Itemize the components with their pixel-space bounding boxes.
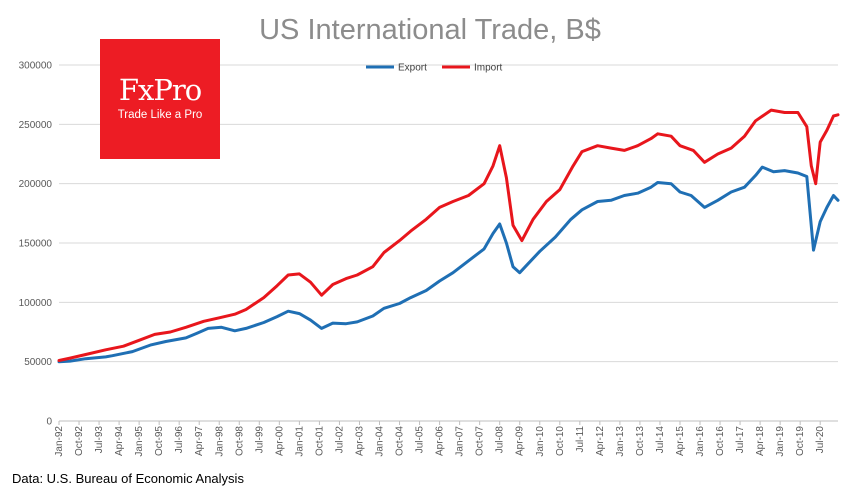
- logo-wordmark: FxPro: [118, 73, 202, 107]
- legend-label-export: Export: [398, 63, 427, 74]
- x-tick-label: Jul-08: [495, 426, 506, 454]
- x-tick-label: Apr-09: [515, 426, 526, 456]
- x-tick-label: Oct-95: [154, 426, 165, 456]
- logo-tagline: Trade Like a Pro: [117, 109, 203, 121]
- legend: Export Import: [366, 63, 503, 74]
- x-tick-label: Apr-06: [435, 426, 446, 456]
- y-tick-label: 300000: [19, 61, 53, 72]
- x-tick-label: Oct-19: [795, 426, 806, 456]
- x-tick-label: Jul-99: [254, 426, 265, 454]
- x-tick-label: Jan-07: [455, 426, 466, 457]
- x-tick-label: Apr-94: [114, 426, 125, 456]
- x-tick-label: Oct-01: [314, 426, 325, 456]
- chart-title: US International Trade, B$: [259, 14, 601, 46]
- x-tick-label: Jan-01: [294, 426, 305, 457]
- y-tick-label: 150000: [19, 239, 53, 250]
- x-tick-label: Jul-20: [815, 426, 826, 454]
- x-tick-label: Oct-92: [74, 426, 85, 456]
- y-tick-label: 50000: [24, 357, 52, 368]
- x-tick-label: Oct-10: [555, 426, 566, 456]
- x-tick-label: Apr-00: [274, 426, 285, 456]
- series-lines: [57, 108, 840, 364]
- y-tick-label: 250000: [19, 120, 53, 131]
- y-axis: 0 50000 100000 150000 200000 250000 300000: [19, 61, 53, 428]
- x-tick-label: Jan-13: [615, 426, 626, 457]
- gridlines: [59, 64, 838, 363]
- x-tick-label: Jul-17: [735, 426, 746, 454]
- x-tick-label: Jan-95: [134, 426, 145, 457]
- x-tick-label: Jan-19: [775, 426, 786, 457]
- x-tick-label: Jul-93: [94, 426, 105, 454]
- x-tick-label: Jul-05: [415, 426, 426, 454]
- y-tick-label: 100000: [19, 298, 53, 309]
- x-tick-label: Jan-16: [695, 426, 706, 457]
- source-note: Data: U.S. Bureau of Economic Analysis: [12, 471, 244, 486]
- legend-label-import: Import: [474, 63, 503, 74]
- x-tick-label: Oct-16: [715, 426, 726, 456]
- import-line: [57, 108, 840, 362]
- x-tick-label: Jul-14: [655, 426, 666, 454]
- x-tick-label: Jan-04: [375, 426, 386, 457]
- x-tick-label: Apr-03: [354, 426, 365, 456]
- fxpro-logo: FxPro Trade Like a Pro: [100, 39, 220, 159]
- x-tick-label: Oct-04: [395, 426, 406, 456]
- x-tick-label: Jul-96: [174, 426, 185, 454]
- x-tick-label: Apr-18: [755, 426, 766, 456]
- x-tick-label: Oct-13: [635, 426, 646, 456]
- x-tick-label: Jan-10: [535, 426, 546, 457]
- x-tick-label: Oct-98: [234, 426, 245, 456]
- x-tick-label: Jul-02: [334, 426, 345, 454]
- x-tick-label: Oct-07: [475, 426, 486, 456]
- y-tick-label: 0: [46, 417, 52, 428]
- x-tick-label: Apr-12: [595, 426, 606, 456]
- x-axis: Jan-92 Oct-92 Jul-93 Apr-94 Jan-95 Oct-95 Jul-…: [54, 420, 838, 457]
- x-tick-label: Jan-98: [214, 426, 225, 457]
- x-tick-label: Apr-97: [194, 426, 205, 456]
- x-tick-label: Apr-15: [675, 426, 686, 456]
- x-tick-label: Jan-92: [54, 426, 65, 457]
- x-tick-label: Jul-11: [575, 426, 586, 453]
- export-line: [57, 165, 840, 364]
- y-tick-label: 200000: [19, 179, 53, 190]
